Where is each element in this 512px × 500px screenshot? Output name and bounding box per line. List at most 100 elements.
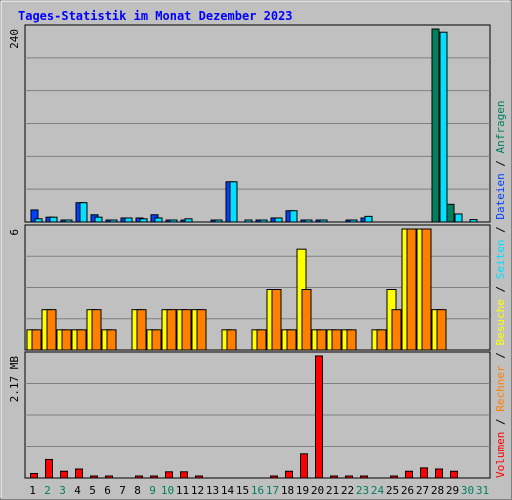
bar-seiten-day-16 (259, 219, 268, 223)
bar-seiten-day-5 (94, 216, 103, 223)
bar-volumen-day-23 (360, 475, 368, 479)
bar-volumen-day-17 (270, 475, 278, 479)
bar-rechner-day-1 (31, 329, 42, 351)
bar-rechner-day-18 (286, 329, 297, 351)
bar-seiten-day-22 (349, 219, 358, 223)
bar-seiten-day-17 (274, 217, 283, 223)
bar-seiten-day-13 (214, 219, 223, 223)
bar-volumen-day-20 (315, 355, 323, 479)
x-tick-label-day-25: 25 (386, 484, 399, 497)
x-tick-label-day-1: 1 (29, 484, 36, 497)
bar-seiten-day-6 (109, 219, 118, 223)
x-tick-label-day-31: 31 (476, 484, 489, 497)
bar-seiten-day-15 (244, 219, 253, 223)
x-tick-label-day-5: 5 (89, 484, 96, 497)
x-tick-label-day-30: 30 (461, 484, 474, 497)
legend-item-volumen: Volumen (494, 432, 507, 478)
bar-rechner-day-5 (91, 309, 102, 351)
x-tick-label-day-14: 14 (221, 484, 235, 497)
bar-rechner-day-20 (316, 329, 327, 351)
bar-seiten-day-23 (364, 215, 373, 223)
legend-item-anfragen: Anfragen (494, 100, 507, 153)
bar-seiten-day-1 (34, 218, 43, 223)
x-tick-label-day-18: 18 (281, 484, 294, 497)
bar-rechner-day-28 (436, 309, 447, 351)
bar-rechner-day-10 (166, 309, 177, 351)
bar-rechner-day-9 (151, 329, 162, 351)
bar-anfragen-day-28 (431, 28, 440, 223)
bar-seiten-day-18 (289, 210, 298, 223)
x-tick-label-day-22: 22 (341, 484, 354, 497)
bar-rechner-day-16 (256, 329, 267, 351)
x-tick-label-day-11: 11 (176, 484, 189, 497)
bar-volumen-day-22 (345, 475, 353, 479)
bar-volumen-day-29 (450, 470, 458, 479)
legend-item-rechner: Rechner (494, 365, 507, 412)
bar-rechner-day-26 (406, 228, 417, 351)
bar-volumen-day-2 (45, 458, 53, 479)
bar-volumen-day-10 (165, 471, 173, 479)
bar-volumen-day-8 (135, 475, 143, 479)
bar-seiten-day-8 (139, 218, 148, 223)
x-tick-label-day-12: 12 (191, 484, 204, 497)
bar-seiten-day-7 (124, 217, 133, 223)
legend-item-besuche: Besuche (494, 299, 507, 345)
bar-rechner-day-8 (136, 309, 147, 351)
bar-rechner-day-21 (331, 329, 342, 351)
bar-seiten-day-3 (64, 219, 73, 223)
x-tick-label-day-20: 20 (311, 484, 324, 497)
x-tick-label-day-16: 16 (251, 484, 264, 497)
legend-item-seiten: Seiten (494, 240, 507, 280)
bar-volumen-day-21 (330, 475, 338, 479)
bar-volumen-day-12 (195, 475, 203, 479)
legend-separator: / (494, 153, 507, 173)
bar-rechner-day-24 (376, 329, 387, 351)
x-tick-label-day-9: 9 (149, 484, 156, 497)
bar-rechner-day-25 (391, 309, 402, 351)
y-max-label-visits: 6 (8, 229, 21, 236)
x-tick-label-day-27: 27 (416, 484, 429, 497)
bar-rechner-day-6 (106, 329, 117, 351)
bar-volumen-day-19 (300, 453, 308, 479)
x-tick-label-day-8: 8 (134, 484, 141, 497)
y-max-label-hits: 240 (8, 29, 21, 49)
bar-volumen-day-11 (180, 471, 188, 479)
x-tick-label-day-3: 3 (59, 484, 66, 497)
bar-seiten-day-11 (184, 218, 193, 223)
legend-separator: / (494, 346, 507, 366)
x-tick-label-day-24: 24 (371, 484, 385, 497)
bar-seiten-day-19 (304, 219, 313, 223)
bar-rechner-day-11 (181, 309, 192, 351)
x-tick-label-day-4: 4 (74, 484, 81, 497)
bar-rechner-day-22 (346, 329, 357, 351)
x-tick-label-day-17: 17 (266, 484, 279, 497)
bar-volumen-day-5 (90, 475, 98, 479)
x-tick-label-day-6: 6 (104, 484, 111, 497)
x-tick-label-day-21: 21 (326, 484, 339, 497)
bar-rechner-day-4 (76, 329, 87, 351)
bar-seiten-day-4 (79, 202, 88, 223)
bar-rechner-day-3 (61, 329, 72, 351)
bar-seiten-day-28 (439, 31, 448, 223)
legend-separator: / (494, 412, 507, 432)
x-tick-label-day-7: 7 (119, 484, 126, 497)
bar-volumen-day-3 (60, 470, 68, 479)
chart-title: Tages-Statistik im Monat Dezember 2023 (18, 9, 293, 23)
bar-volumen-day-28 (435, 468, 443, 479)
bar-rechner-day-2 (46, 309, 57, 351)
bar-rechner-day-14 (226, 329, 237, 351)
bar-marks (26, 28, 478, 479)
bar-rechner-day-12 (196, 309, 207, 351)
bar-volumen-day-6 (105, 475, 113, 479)
bar-anfragen-day-29 (446, 203, 455, 223)
bar-rechner-day-27 (421, 228, 432, 351)
x-tick-label-day-26: 26 (401, 484, 414, 497)
x-tick-label-day-10: 10 (161, 484, 174, 497)
bar-seiten-day-10 (169, 219, 178, 223)
x-tick-label-day-2: 2 (44, 484, 51, 497)
bar-seiten-day-9 (154, 217, 163, 223)
bar-seiten-day-2 (49, 216, 58, 223)
legend-text: Volumen / Rechner / Besuche / Seiten / D… (494, 100, 507, 478)
bar-seiten-day-20 (319, 219, 328, 223)
